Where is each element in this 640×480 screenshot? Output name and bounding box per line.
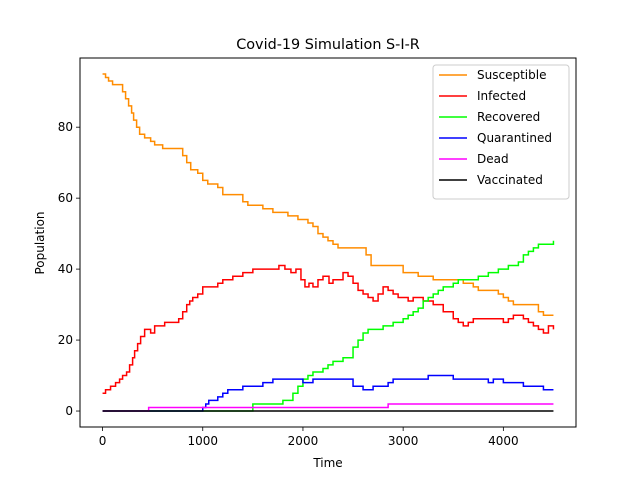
- legend-label: Infected: [477, 89, 526, 103]
- y-axis-title: Population: [33, 211, 47, 274]
- legend-label: Quarantined: [477, 131, 552, 145]
- x-tick-label: 4000: [488, 434, 519, 448]
- x-axis-title: Time: [312, 456, 342, 470]
- plot-area: [102, 73, 555, 412]
- x-tick-label: 0: [99, 434, 107, 448]
- y-tick-label: 0: [65, 404, 73, 418]
- legend-label: Dead: [477, 152, 509, 166]
- series-line-infected: [102, 264, 555, 395]
- series-line-recovered: [102, 240, 555, 412]
- y-axis: 0 20 40 60 80: [58, 120, 80, 418]
- x-tick-label: 2000: [288, 434, 319, 448]
- legend-label: Recovered: [477, 110, 540, 124]
- series-line-susceptible: [102, 73, 554, 316]
- y-tick-label: 40: [58, 262, 73, 276]
- series-line-quarantined: [102, 374, 554, 412]
- legend: Susceptible Infected Recovered Quarantined D…: [432, 64, 570, 200]
- x-tick-label: 1000: [187, 434, 218, 448]
- chart-title: Covid-19 Simulation S-I-R: [236, 37, 420, 53]
- x-tick-label: 3000: [388, 434, 419, 448]
- legend-box: [432, 64, 570, 200]
- y-tick-label: 60: [58, 191, 73, 205]
- legend-label: Vaccinated: [477, 173, 543, 187]
- y-tick-label: 80: [58, 120, 73, 134]
- axes-frame: [79, 57, 577, 428]
- y-tick-label: 20: [58, 333, 73, 347]
- legend-label: Susceptible: [477, 68, 546, 82]
- x-axis: 0 1000 2000 3000 4000: [99, 427, 519, 448]
